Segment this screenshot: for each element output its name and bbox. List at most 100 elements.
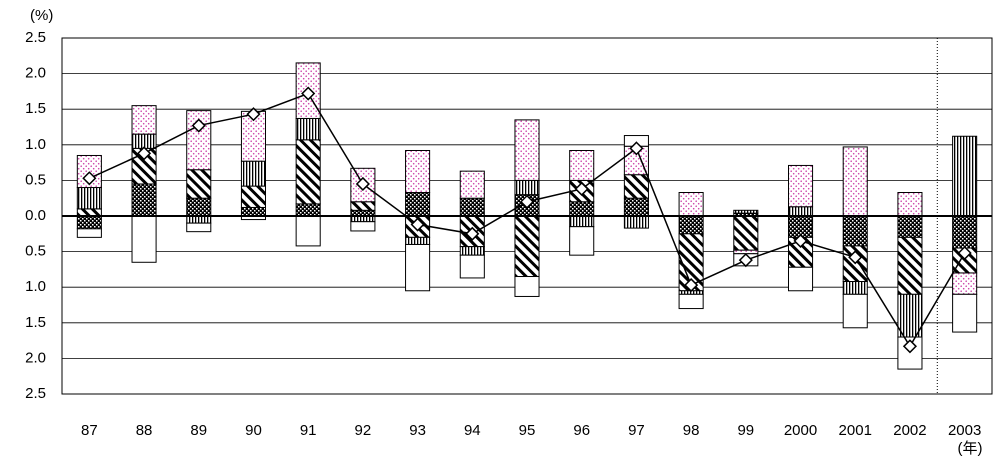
x-tick-label: 92 <box>355 422 372 439</box>
x-tick-label: 95 <box>519 422 536 439</box>
bar-segment <box>952 215 978 249</box>
total-marker <box>848 250 863 265</box>
y-tick-label: 1.0 <box>25 278 46 295</box>
bar-segment <box>186 197 212 217</box>
bar-segment <box>842 293 868 329</box>
bar-segment <box>952 135 978 217</box>
bar-segment <box>787 266 814 292</box>
bar-segment <box>459 254 485 279</box>
bar-segment <box>405 149 431 194</box>
x-tick-label: 2002 <box>893 422 926 439</box>
bar-segment <box>897 192 923 217</box>
bar-segment <box>569 149 595 181</box>
total-marker <box>902 339 918 354</box>
x-tick-label: 93 <box>409 422 426 439</box>
y-tick-label: 2.0 <box>25 349 46 366</box>
bar-segment <box>787 206 814 217</box>
bar-segment <box>240 160 267 187</box>
bar-segment <box>842 146 868 217</box>
total-marker <box>82 171 97 186</box>
total-marker <box>246 107 261 122</box>
total-marker <box>629 141 644 156</box>
total-marker <box>410 217 425 232</box>
bar-segment <box>897 293 923 338</box>
bar-segment <box>733 209 759 214</box>
total-marker <box>465 226 480 241</box>
x-tick-label: 2000 <box>784 422 817 439</box>
y-tick-label: 1.5 <box>25 314 46 331</box>
x-tick-label: 94 <box>464 422 481 439</box>
bar-segment <box>76 215 102 230</box>
x-unit: (年) <box>958 440 983 457</box>
bar-segment <box>459 246 485 256</box>
bar-segment <box>623 174 649 199</box>
total-marker <box>574 181 589 197</box>
bar-segment <box>459 170 485 199</box>
x-tick-label: 90 <box>245 422 262 439</box>
bar-segment <box>405 243 431 292</box>
bar-segment <box>733 215 759 251</box>
bar-segment <box>514 179 540 196</box>
total-marker <box>957 245 972 261</box>
total-marker <box>136 146 152 161</box>
bar-segment <box>678 192 704 217</box>
bar-segment <box>76 228 102 238</box>
bar-segment <box>569 215 595 228</box>
bar-segment <box>514 119 540 181</box>
bar-segment <box>186 169 212 199</box>
y-tick-label: 1.0 <box>25 136 46 153</box>
bar-segment <box>131 215 157 263</box>
total-marker <box>519 194 535 209</box>
x-tick-label: 2001 <box>839 422 872 439</box>
y-tick-label: 2.5 <box>25 385 46 402</box>
bar-segment <box>131 133 157 149</box>
y-tick-label: 2.5 <box>25 29 46 46</box>
bar-segment <box>842 215 868 247</box>
bar-segment <box>514 215 540 278</box>
bar-segment <box>295 215 321 247</box>
y-tick-label: 1.5 <box>25 100 46 117</box>
x-tick-label: 99 <box>737 422 754 439</box>
x-tick-label: 97 <box>628 422 645 439</box>
total-marker <box>738 253 753 268</box>
bar-segment <box>76 208 102 217</box>
bar-segment <box>240 185 267 208</box>
total-marker <box>684 278 699 293</box>
bar-segment <box>186 215 212 224</box>
x-tick-label: 2003 <box>948 422 981 439</box>
x-tick-label: 96 <box>573 422 590 439</box>
bar-segment <box>350 201 376 211</box>
bar-segment <box>623 197 649 217</box>
x-tick-label: 89 <box>190 422 207 439</box>
y-tick-label: 0.5 <box>25 243 46 260</box>
bar-segment <box>569 201 595 217</box>
total-marker <box>301 86 316 101</box>
x-tick-label: 91 <box>300 422 317 439</box>
y-tick-label: 0.0 <box>25 207 46 224</box>
x-tick-label: 87 <box>81 422 98 439</box>
x-tick-label: 98 <box>683 422 700 439</box>
bar-segment <box>459 197 485 217</box>
bar-segment <box>897 215 923 238</box>
bar-segment <box>514 276 540 297</box>
bar-segment <box>952 272 978 295</box>
bar-segment <box>131 105 157 135</box>
total-marker <box>191 118 206 133</box>
y-unit: (%) <box>30 7 53 24</box>
x-tick-label: 88 <box>136 422 153 439</box>
bar-segment <box>131 183 157 217</box>
bar-segment <box>952 293 978 333</box>
bar-segment <box>678 215 704 235</box>
bar-segment <box>240 206 267 217</box>
y-tick-label: 2.0 <box>25 65 46 82</box>
bar-segment <box>787 164 814 208</box>
bar-segment <box>405 236 431 245</box>
bar-segment <box>295 117 321 141</box>
bar-segment <box>350 221 376 232</box>
bar-segment <box>678 293 704 310</box>
bar-segment <box>405 192 431 217</box>
bar-segment <box>186 110 212 171</box>
bar-segment <box>897 236 923 295</box>
bar-segment <box>295 139 321 205</box>
